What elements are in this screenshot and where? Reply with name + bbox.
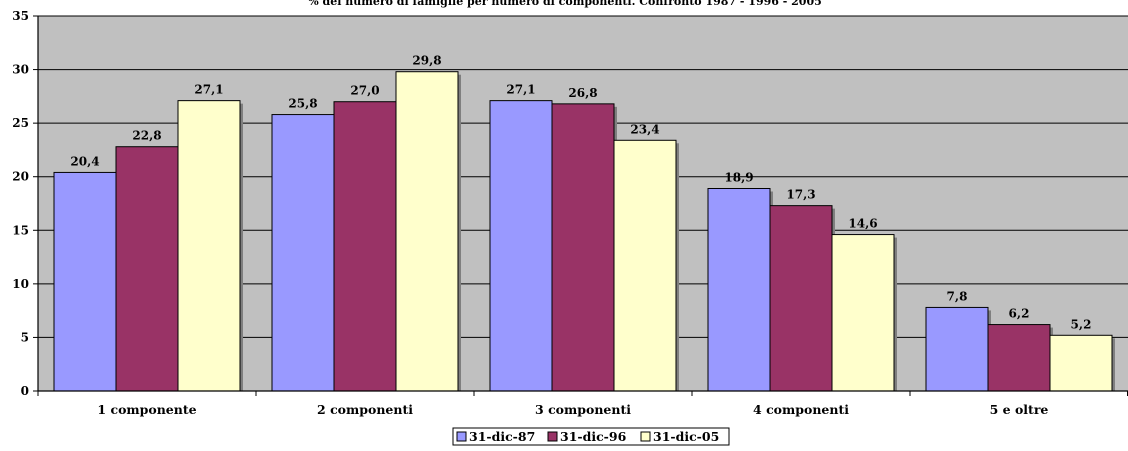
- bar-data-label: 18,9: [724, 171, 753, 185]
- bar: [489, 100, 553, 392]
- axes: 0 5 10 15 20 25 30 35 1 componente 2 componenti 3 …: [12, 9, 1128, 417]
- bar: [1049, 334, 1113, 392]
- y-tick-label: 5: [21, 330, 29, 344]
- bar-data-label: 22,8: [132, 129, 161, 143]
- data-labels: 20,4 22,8 27,1 25,8 27,0 29,8 27,1 26,8 23,4 18,9…: [70, 54, 1091, 332]
- bar-data-label: 20,4: [70, 154, 99, 168]
- y-tick-label: 15: [12, 223, 29, 237]
- y-tick-label: 20: [12, 170, 29, 184]
- bar: [53, 171, 117, 392]
- x-category-label: 3 componenti: [535, 402, 631, 417]
- bar: [395, 71, 459, 392]
- y-tick-label: 30: [12, 63, 29, 77]
- bar: [831, 234, 895, 392]
- bar-data-label: 17,3: [786, 188, 815, 202]
- legend-label: 31-dic-87: [469, 429, 535, 444]
- bar: [613, 139, 677, 392]
- bar-data-label: 14,6: [848, 217, 877, 231]
- legend-swatch: [640, 431, 651, 442]
- x-category-label: 5 e oltre: [990, 402, 1049, 417]
- y-tick-label: 10: [12, 277, 29, 291]
- bar: [115, 146, 179, 392]
- bar: [987, 324, 1051, 392]
- bar: [925, 306, 989, 392]
- bar: [177, 100, 241, 392]
- x-category-label: 1 componente: [97, 402, 196, 417]
- bar-data-label: 25,8: [288, 97, 317, 111]
- bar-data-label: 26,8: [568, 86, 597, 100]
- bar: [707, 188, 771, 392]
- bar: [551, 103, 615, 392]
- legend-box: [452, 427, 730, 446]
- legend: 31-dic-87 31-dic-96 31-dic-05: [452, 427, 730, 446]
- bar-data-label: 27,0: [350, 84, 379, 98]
- bar: [333, 101, 397, 392]
- legend-label: 31-dic-05: [653, 429, 719, 444]
- x-category-label: 2 componenti: [317, 402, 413, 417]
- bars: [53, 71, 1115, 392]
- bar-data-label: 6,2: [1009, 307, 1030, 321]
- bar: [271, 114, 335, 392]
- legend-swatch: [547, 431, 558, 442]
- bar-data-label: 23,4: [630, 122, 659, 136]
- bar-data-label: 5,2: [1071, 317, 1092, 331]
- x-category-label: 4 componenti: [753, 402, 849, 417]
- y-tick-label: 35: [12, 9, 29, 23]
- y-tick-label: 0: [21, 384, 29, 398]
- bar-data-label: 29,8: [412, 54, 441, 68]
- y-tick-label: 25: [12, 116, 29, 130]
- bar-data-label: 27,1: [194, 83, 223, 97]
- legend-label: 31-dic-96: [560, 429, 627, 444]
- bar-data-label: 27,1: [506, 83, 535, 97]
- bar-data-label: 7,8: [947, 289, 968, 303]
- bar: [769, 205, 833, 392]
- legend-swatch: [456, 431, 467, 442]
- chart-title: % del numero di famiglie per numero di c…: [308, 0, 822, 8]
